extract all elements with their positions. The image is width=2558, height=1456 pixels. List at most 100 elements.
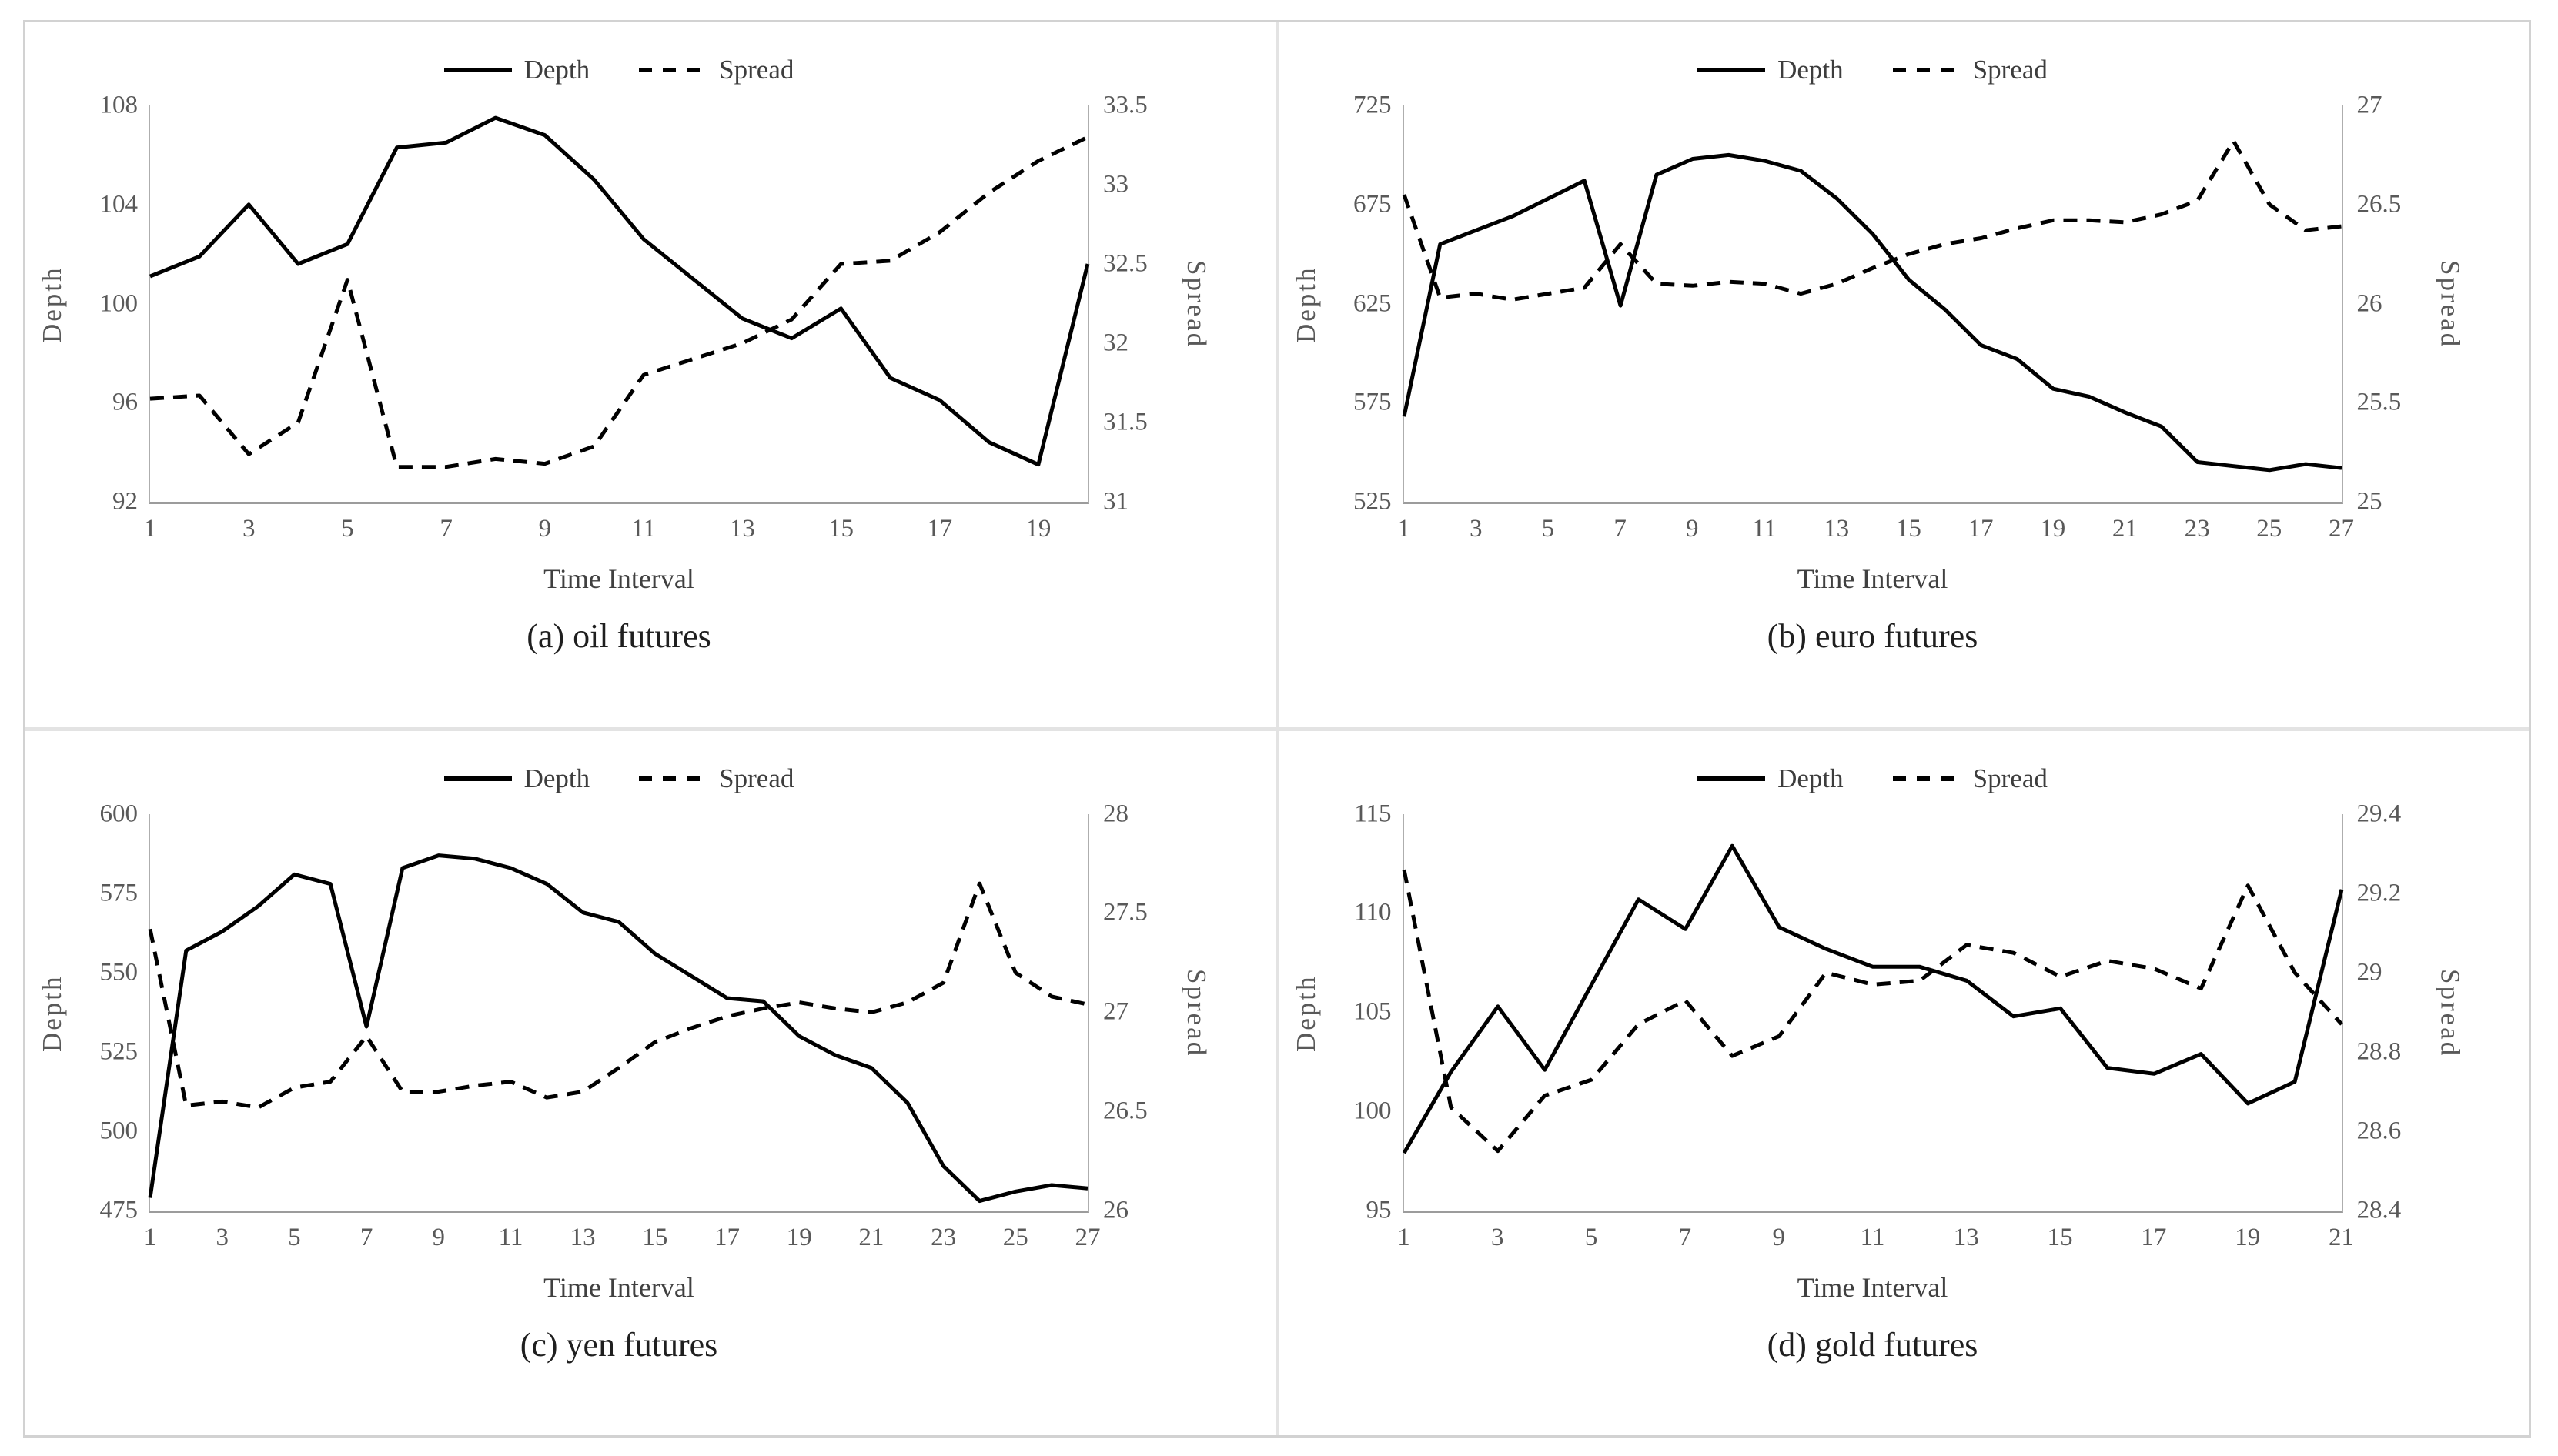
chart-caption: (b) euro futures (1767, 617, 1978, 655)
y-axis-right-tick-label: 32 (1103, 329, 1129, 357)
chart-grid: Depth Spread Depth Spread 92 96 100 104 108 3… (25, 22, 2529, 1435)
y-axis-left-tick-label: 100 (99, 289, 139, 317)
y-axis-right-tick-label: 26.5 (2356, 190, 2402, 219)
chart-panel-euro-futures: Depth Spread Depth Spread 525 575 625 675 72… (1279, 22, 2529, 727)
y-axis-right-tick-label: 31.5 (1103, 408, 1148, 436)
x-axis-tick-label: 7 (1678, 1223, 1692, 1251)
x-axis-tick-label: 19 (1025, 515, 1052, 543)
x-axis-tick-label: 3 (242, 515, 256, 543)
chart-lines (148, 853, 1088, 1203)
x-axis-tick-label: 7 (1613, 515, 1627, 543)
chart-lines (1402, 843, 2343, 1154)
right-axis-title: Spread (2435, 260, 2466, 349)
legend: Depth Spread (149, 762, 1089, 796)
y-axis-left-tick-label: 525 (99, 1037, 139, 1065)
depth-line (1402, 152, 2342, 473)
x-axis-tick-label: 13 (729, 515, 755, 543)
legend-label-spread: Spread (1972, 55, 2048, 85)
y-axis-right-tick-label: 28 (1103, 800, 1129, 827)
x-axis-tick-label: 5 (1584, 1223, 1598, 1251)
y-axis-left-tick-label: 525 (1353, 487, 1392, 516)
legend-item-spread: Spread (639, 55, 794, 85)
x-axis-tick-label: 7 (440, 515, 453, 543)
legend-item-depth: Depth (443, 55, 590, 85)
x-axis-tick-label: 27 (2329, 515, 2354, 543)
y-axis-right-tick-label: 33 (1103, 170, 1129, 199)
depth-line (149, 115, 1090, 467)
x-axis-tick-label: 25 (2256, 515, 2282, 543)
spread-line (1402, 869, 2343, 1153)
solid-line-swatch-icon (443, 68, 512, 72)
x-axis-tick-label: 13 (1824, 515, 1850, 543)
y-axis-right-tick-label: 33.5 (1103, 91, 1148, 119)
x-axis-tick-label: 1 (1397, 1223, 1410, 1251)
x-axis-title: Time Interval (1797, 563, 1948, 594)
legend: Depth Spread (1403, 53, 2343, 87)
chart-panel-yen-futures: Depth Spread Depth Spread 475 500 525 550 57… (25, 730, 1276, 1435)
x-axis-tick-label: 19 (2235, 1223, 2261, 1251)
x-axis-tick-label: 11 (1752, 515, 1777, 543)
legend-label-spread: Spread (719, 763, 794, 793)
legend-label-depth: Depth (523, 55, 590, 85)
y-axis-right-tick-label: 27 (1103, 997, 1129, 1026)
x-axis-tick-label: 23 (931, 1223, 957, 1251)
chart-panel-oil-futures: Depth Spread Depth Spread 92 96 100 104 108 3… (25, 22, 1276, 727)
y-axis-right-tick-label: 25 (2356, 487, 2382, 516)
legend-label-depth: Depth (1777, 763, 1844, 793)
x-axis-tick-label: 3 (216, 1223, 229, 1251)
plot-area: 475 500 525 550 575 600 26 26.5 27 27.5 28 1 3 5 7 9 11 1… (100, 801, 1148, 1251)
y-axis-left-tick-label: 105 (1353, 997, 1392, 1026)
y-axis-right-tick-label: 32.5 (1103, 249, 1148, 278)
legend-item-depth: Depth (1697, 55, 1844, 85)
y-axis-right-tick-label: 27 (2356, 91, 2382, 119)
legend: Depth Spread (149, 53, 1089, 87)
x-axis-tick-label: 17 (714, 1223, 741, 1251)
spread-line (148, 881, 1088, 1110)
x-axis-tick-label: 17 (1968, 515, 1994, 543)
x-axis-title: Time Interval (543, 1271, 694, 1303)
solid-line-swatch-icon (1697, 776, 1766, 781)
plot-area: 92 96 100 104 108 31 31.5 32 32.5 33 33.5 1 3 5 7 9 11 13… (100, 92, 1148, 542)
x-axis-tick-label: 11 (1860, 1223, 1885, 1251)
chart-caption: (d) gold futures (1767, 1325, 1978, 1364)
dashed-line-swatch-icon (639, 68, 707, 72)
y-axis-left-tick-label: 600 (99, 800, 139, 827)
x-axis-tick-label: 21 (858, 1223, 884, 1251)
y-axis-left-tick-label: 575 (1353, 388, 1392, 416)
y-axis-left-tick-label: 108 (99, 91, 139, 119)
y-axis-left-tick-label: 550 (99, 958, 139, 986)
y-axis-right-tick-label: 28.4 (2356, 1196, 2402, 1224)
y-axis-left-tick-label: 625 (1353, 289, 1392, 317)
chart-lines (149, 115, 1090, 469)
y-axis-right-tick-label: 26 (2356, 289, 2382, 317)
y-axis-right-tick-label: 26.5 (1103, 1097, 1148, 1125)
y-axis-right-tick-label: 25.5 (2356, 388, 2402, 416)
dashed-line-swatch-icon (639, 776, 707, 781)
x-axis-tick-label: 15 (828, 515, 854, 543)
x-axis-tick-label: 11 (498, 1223, 523, 1251)
spread-line (1402, 139, 2342, 302)
legend-item-spread: Spread (1892, 55, 2048, 85)
x-axis-title: Time Interval (1797, 1271, 1948, 1303)
x-axis-tick-label: 9 (432, 1223, 446, 1251)
x-axis-tick-label: 1 (143, 515, 157, 543)
chart-panel-gold-futures: Depth Spread Depth Spread 95 100 105 110 115… (1279, 730, 2529, 1435)
x-axis-tick-label: 9 (1686, 515, 1699, 543)
y-axis-right-tick-label: 31 (1103, 487, 1129, 516)
y-axis-left-tick-label: 110 (1354, 898, 1392, 927)
y-axis-right-tick-label: 27.5 (1103, 898, 1148, 927)
x-axis-tick-label: 5 (1541, 515, 1555, 543)
legend-item-spread: Spread (639, 763, 794, 794)
x-axis-tick-label: 17 (927, 515, 953, 543)
right-axis-title: Spread (1182, 968, 1212, 1058)
legend: Depth Spread (1403, 762, 2343, 796)
x-axis-title: Time Interval (543, 563, 694, 594)
x-axis-tick-label: 21 (2112, 515, 2138, 543)
y-axis-left-tick-label: 100 (1353, 1097, 1392, 1125)
y-axis-right-tick-label: 29.4 (2356, 800, 2402, 827)
plot-area: 525 575 625 675 725 25 25.5 26 26.5 27 1 3 5 7 9 11 13 15… (1353, 92, 2401, 542)
legend-item-spread: Spread (1892, 763, 2048, 794)
x-axis-tick-label: 15 (1895, 515, 1921, 543)
plot-area: 95 100 105 110 115 28.4 28.6 28.8 29 29.2 29.4 1 3 5 7… (1353, 801, 2401, 1251)
y-axis-left-tick-label: 92 (112, 487, 138, 516)
